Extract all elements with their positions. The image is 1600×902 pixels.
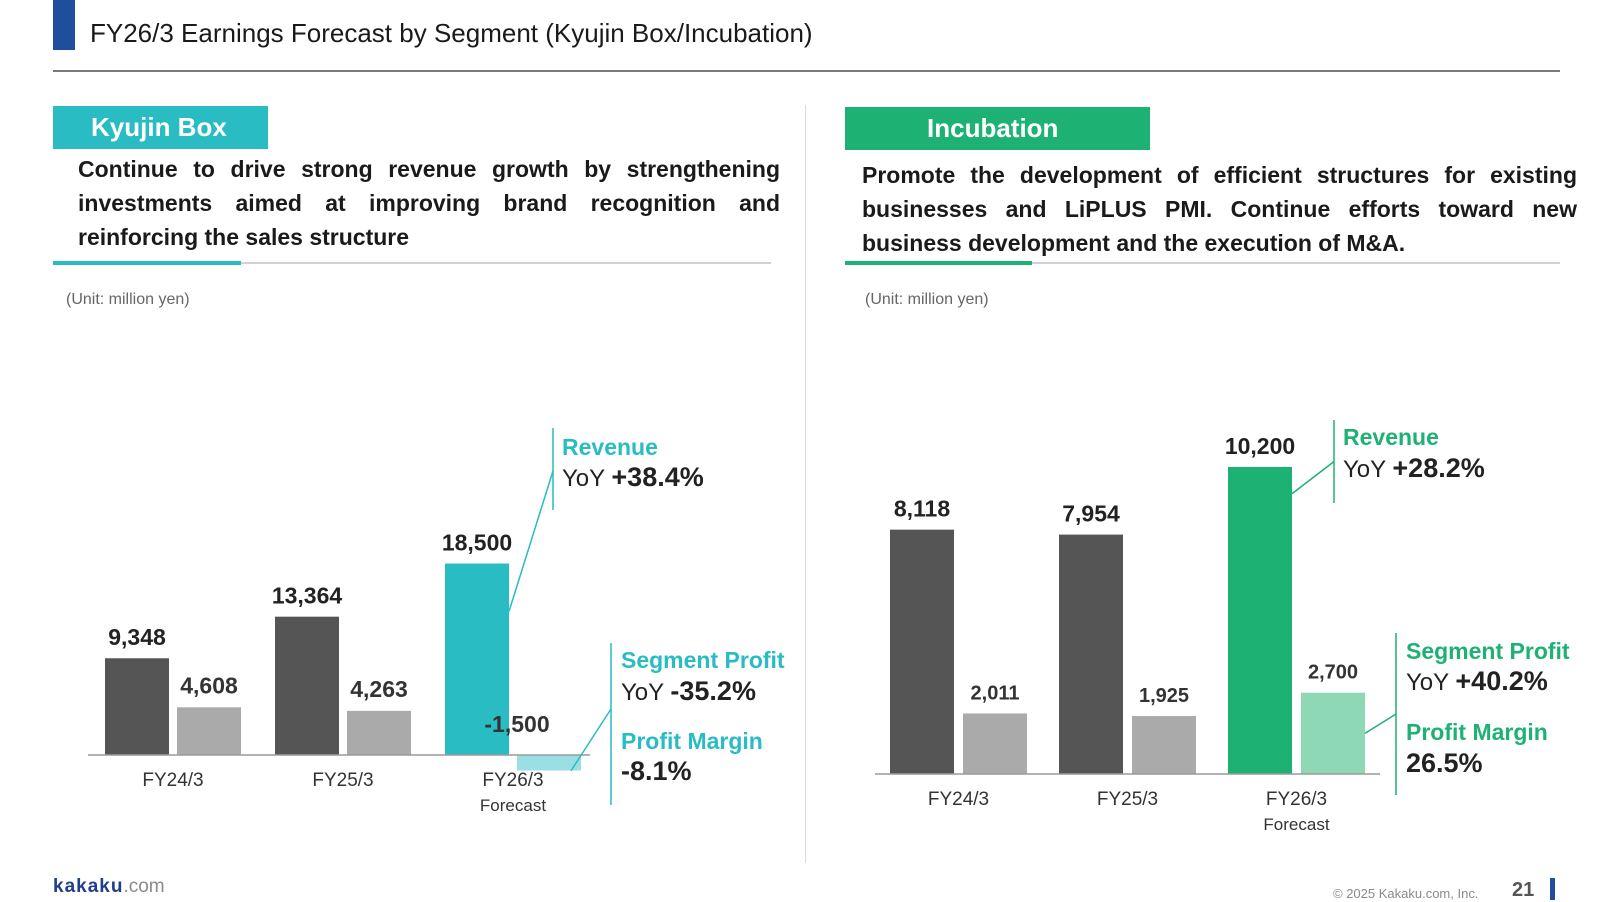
- profit-margin-value: -8.1%: [621, 756, 692, 786]
- revenue-bar-FY25/3: [1059, 534, 1123, 774]
- x-tick-label: FY26/3: [1266, 789, 1327, 810]
- kakaku-logo: kakaku.com: [53, 876, 165, 897]
- page-number-bar: [1550, 878, 1555, 900]
- revenue-value-label: 10,200: [1225, 433, 1295, 459]
- incubation-unit: (Unit: million yen): [865, 291, 989, 308]
- x-tick-label: FY26/3: [482, 770, 543, 791]
- segment-profit-yoy: YoY +40.2%: [1406, 666, 1548, 696]
- profit-bar-FY26/3: [1301, 692, 1365, 774]
- revenue-value-label: 8,118: [894, 496, 950, 522]
- x-tick-label: FY24/3: [142, 770, 203, 791]
- revenue-value-label: 7,954: [1062, 501, 1120, 527]
- profit-margin-annotation-label: Profit Margin: [1406, 719, 1548, 745]
- incubation-rule: [845, 262, 1560, 264]
- revenue-annotation-label: Revenue: [562, 434, 658, 460]
- page-title: FY26/3 Earnings Forecast by Segment (Kyu…: [90, 18, 813, 48]
- revenue-bar-FY25/3: [275, 616, 339, 755]
- kyujin-box-unit: (Unit: million yen): [66, 291, 190, 308]
- profit-value-label: 4,263: [350, 676, 408, 702]
- profit-bar-FY26/3: [517, 755, 581, 771]
- profit-bar-FY24/3: [177, 707, 241, 755]
- segment-profit-annotation-label: Segment Profit: [621, 647, 785, 673]
- x-tick-label: FY25/3: [1097, 789, 1158, 810]
- profit-bar-FY25/3: [1132, 716, 1196, 774]
- copyright: © 2025 Kakaku.com, Inc.: [1333, 886, 1479, 901]
- kyujin-box-tag: Kyujin Box: [53, 106, 268, 149]
- kyujin-box-description: Continue to drive strong revenue growth …: [78, 156, 780, 250]
- revenue-yoy: YoY +28.2%: [1343, 453, 1485, 483]
- profit-value-label: 2,700: [1308, 662, 1358, 684]
- profit-bar-FY24/3: [963, 713, 1027, 774]
- revenue-annotation-label: Revenue: [1343, 424, 1439, 450]
- incubation-description: Promote the development of efficient str…: [862, 162, 1577, 256]
- profit-value-label: 2,011: [971, 682, 1020, 704]
- x-tick-label: FY24/3: [928, 789, 989, 810]
- profit-value-label: 1,925: [1139, 685, 1189, 707]
- profit-margin-value: 26.5%: [1406, 748, 1483, 778]
- segment-profit-yoy: YoY -35.2%: [621, 676, 756, 706]
- revenue-yoy: YoY +38.4%: [562, 462, 704, 492]
- profit-bar-FY25/3: [347, 710, 411, 755]
- segment-profit-annotation-label: Segment Profit: [1406, 638, 1570, 664]
- profit-margin-annotation-label: Profit Margin: [621, 728, 763, 754]
- revenue-leader-line: [508, 470, 554, 612]
- title-accent-bar: [53, 0, 75, 50]
- revenue-bar-FY24/3: [890, 529, 954, 774]
- section-divider: [805, 105, 806, 863]
- x-tick-sublabel: Forecast: [480, 796, 546, 815]
- revenue-bar-FY26/3: [445, 563, 509, 755]
- kyujin-box-rule: [53, 262, 771, 264]
- kyujin-box-rule-accent: [53, 261, 241, 265]
- x-tick-label: FY25/3: [312, 770, 373, 791]
- profit-leader-line: [570, 708, 612, 772]
- incubation-tag: Incubation: [845, 107, 1150, 150]
- x-tick-sublabel: Forecast: [1263, 815, 1329, 834]
- page-number: 21: [1512, 879, 1535, 901]
- revenue-value-label: 18,500: [442, 530, 512, 556]
- revenue-value-label: 13,364: [272, 583, 343, 609]
- revenue-leader-line: [1291, 460, 1335, 495]
- profit-value-label: 4,608: [180, 672, 238, 698]
- revenue-value-label: 9,348: [108, 624, 166, 650]
- profit-leader-line: [1364, 713, 1397, 735]
- revenue-bar-FY26/3: [1228, 466, 1292, 774]
- profit-value-label: -1,500: [484, 711, 549, 737]
- incubation-rule-accent: [845, 261, 1032, 265]
- revenue-bar-FY24/3: [105, 658, 169, 755]
- title-divider: [53, 70, 1560, 72]
